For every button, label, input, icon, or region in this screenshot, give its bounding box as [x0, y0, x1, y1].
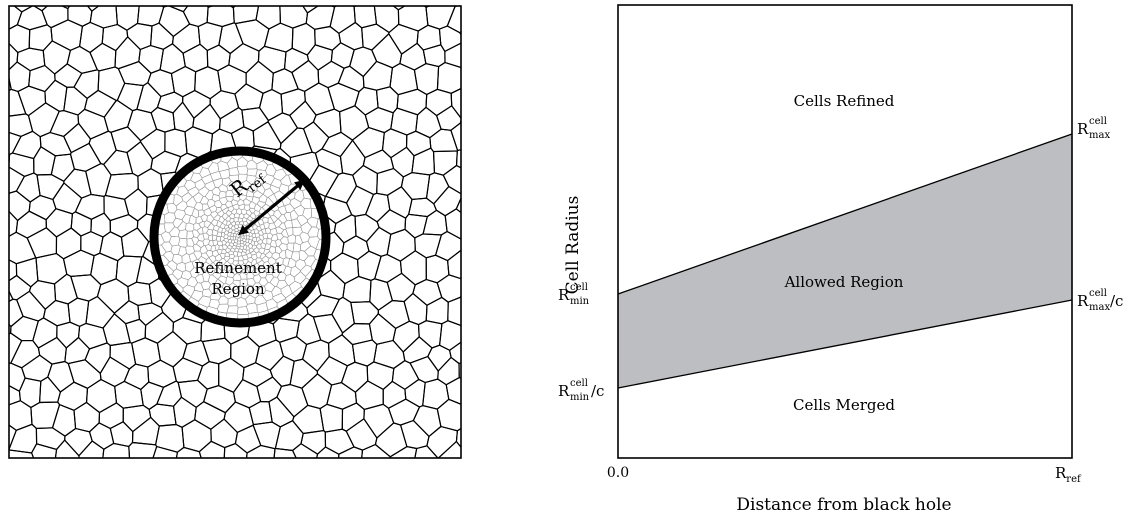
x-tick-zero: 0.0: [607, 465, 629, 481]
mesh-cell: [0, 400, 6, 442]
mesh-cell: [455, 196, 461, 214]
svg-text:R: R: [558, 286, 570, 304]
mesh-cell: [338, 446, 364, 458]
svg-text:R: R: [1077, 292, 1089, 310]
mesh-cell: [175, 446, 202, 458]
mesh-cell: [458, 6, 461, 8]
mesh-cell: [459, 118, 461, 124]
svg-text:R: R: [558, 382, 570, 400]
svg-text:max: max: [1089, 302, 1110, 313]
mesh-cell: [414, 445, 439, 458]
svg-text:min: min: [570, 392, 590, 403]
mesh-cell: [158, 254, 170, 268]
x-tick-rref: Rref: [1055, 464, 1082, 485]
mesh-cell: [437, 440, 461, 458]
mesh-cell: [361, 443, 392, 458]
lower-bound-line: [617, 299, 1073, 389]
mesh-panel: Rref Refinement Region: [0, 0, 500, 459]
mesh-cell: [447, 249, 461, 280]
mesh-cell: [0, 11, 7, 63]
svg-text:cell: cell: [570, 378, 588, 389]
svg-text:/c: /c: [591, 382, 604, 400]
svg-text:min: min: [570, 296, 590, 307]
mesh-cell: [273, 447, 297, 458]
mesh-cell: [463, 313, 500, 359]
mesh-cell: [0, 181, 5, 227]
allowed-region-band: [618, 134, 1072, 388]
radius-arrow: [238, 179, 305, 236]
mesh-cell: [292, 443, 319, 458]
plot-frame: [617, 4, 1073, 459]
mesh-cell: [244, 0, 270, 4]
region-label-allowed: Allowed Region: [784, 273, 904, 291]
label-rmin-cell: R cell min: [558, 282, 590, 307]
svg-text:cell: cell: [570, 282, 588, 293]
svg-text:cell: cell: [1089, 116, 1107, 127]
upper-bound-line: [617, 133, 1073, 295]
mesh-cell: [462, 225, 500, 276]
mesh-cell: [316, 215, 322, 230]
mesh-cell: [462, 51, 500, 99]
plot-panel: Cells Refined Allowed Region Cells Merge…: [558, 4, 1123, 515]
mesh-cell: [455, 427, 461, 449]
mesh-cell: [9, 153, 11, 168]
mesh-cell: [373, 6, 375, 7]
mesh-cell: [128, 0, 153, 4]
mesh-cell: [115, 6, 117, 7]
region-label-cells-merged: Cells Merged: [793, 396, 895, 414]
label-rmax-cell: R cell max: [1077, 116, 1110, 141]
refinement-region-label-line2: Region: [211, 280, 265, 298]
mesh-cell: [0, 93, 4, 142]
mesh-cell: [223, 443, 248, 458]
mesh-cell: [152, 445, 178, 458]
mesh-cell: [455, 149, 461, 169]
svg-text:R: R: [1077, 120, 1089, 138]
mesh-cell: [0, 346, 3, 402]
y-axis-label: Cell Radius: [563, 196, 583, 295]
label-rmin-cell-over-c: R cell min /c: [558, 378, 604, 403]
svg-text:/c: /c: [1110, 292, 1123, 310]
refinement-region-boundary: [149, 146, 331, 328]
mesh-cell: [31, 443, 58, 458]
mesh-cell: [458, 362, 461, 379]
svg-text:cell: cell: [1089, 288, 1107, 299]
mesh-cell: [0, 227, 8, 274]
svg-text:max: max: [1089, 130, 1110, 141]
mesh-frame: [8, 5, 462, 459]
label-rmax-cell-over-c: R cell max /c: [1077, 288, 1123, 313]
refinement-region-label-line1: Refinement: [194, 259, 282, 277]
region-label-cells-refined: Cells Refined: [794, 92, 895, 110]
mesh-cell: [459, 30, 461, 36]
x-axis-label: Distance from black hole: [736, 495, 951, 515]
mesh-cell: [460, 293, 461, 299]
mesh-cell: [465, 384, 500, 438]
